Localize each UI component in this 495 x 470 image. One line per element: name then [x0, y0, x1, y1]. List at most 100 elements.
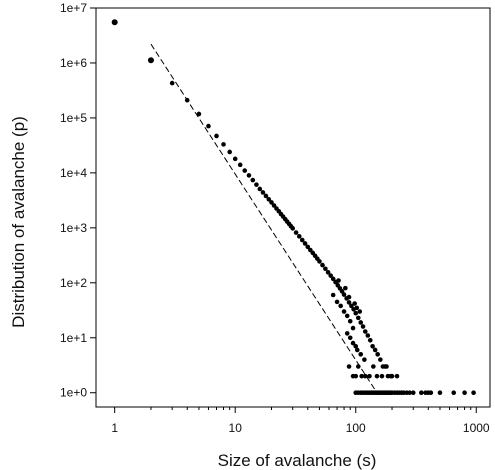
data-point — [336, 278, 341, 283]
data-point — [246, 173, 252, 178]
data-point — [362, 373, 368, 379]
data-point — [296, 234, 302, 239]
data-point — [365, 333, 371, 338]
data-point — [370, 343, 375, 349]
data-point — [371, 364, 376, 369]
data-point — [379, 373, 385, 379]
data-point — [410, 390, 416, 396]
data-point — [358, 320, 364, 325]
data-point — [320, 262, 325, 268]
data-point — [350, 325, 356, 331]
data-point — [378, 357, 383, 362]
y-tick-label: 1e+7 — [60, 1, 87, 15]
y-axis-title: Distribution of avalanche (p) — [9, 116, 28, 328]
data-point — [266, 197, 272, 202]
data-point — [359, 373, 364, 379]
data-point — [367, 337, 373, 343]
y-tick-label: 1e+6 — [60, 56, 87, 70]
data-point — [242, 168, 248, 173]
data-point — [334, 299, 340, 305]
data-point — [328, 273, 334, 278]
data-point — [111, 19, 118, 26]
data-point — [357, 309, 363, 314]
data-point — [375, 352, 380, 357]
data-point — [346, 364, 352, 369]
y-tick-label: 1e+5 — [60, 111, 87, 125]
data-point — [350, 340, 356, 346]
data-point — [347, 318, 353, 324]
y-tick-label: 1e+2 — [60, 276, 87, 290]
data-point — [323, 266, 328, 272]
data-point — [290, 226, 296, 231]
data-point — [260, 190, 266, 195]
data-point — [355, 315, 361, 321]
data-point — [355, 364, 361, 369]
data-point — [206, 123, 211, 129]
data-point — [462, 390, 467, 396]
data-point — [367, 373, 372, 379]
data-point — [354, 347, 360, 353]
x-tick-label: 1000 — [463, 421, 490, 435]
data-point — [353, 373, 359, 379]
y-tick-label: 1e+3 — [60, 221, 87, 235]
data-point — [254, 182, 259, 187]
data-point — [352, 301, 357, 306]
y-tick-label: 1e+4 — [60, 166, 87, 180]
data-point — [325, 270, 331, 275]
data-point — [362, 329, 368, 334]
data-point — [347, 335, 353, 341]
data-point — [269, 200, 274, 205]
x-tick-label: 100 — [346, 421, 366, 435]
data-point — [263, 193, 269, 199]
data-point — [250, 177, 256, 183]
data-point — [317, 259, 322, 264]
data-point — [232, 156, 238, 162]
data-point — [293, 230, 299, 235]
data-point — [257, 186, 263, 192]
power-law-fit-line — [150, 43, 378, 394]
data-point — [196, 111, 202, 117]
x-tick-label: 1 — [111, 421, 118, 435]
data-point — [428, 390, 434, 396]
data-point — [372, 347, 378, 353]
data-point — [374, 373, 380, 379]
data-point — [360, 324, 366, 329]
data-point — [358, 352, 364, 357]
data-point — [346, 300, 352, 305]
data-point — [343, 285, 348, 291]
data-point — [237, 162, 243, 168]
data-point — [394, 373, 400, 379]
data-point — [349, 303, 354, 309]
y-tick-label: 1e+0 — [60, 386, 87, 400]
data-point — [362, 357, 367, 362]
data-point — [299, 237, 305, 243]
data-point — [353, 310, 359, 316]
data-point — [389, 373, 395, 379]
data-point — [338, 303, 343, 309]
data-point — [302, 241, 308, 246]
data-point — [346, 294, 352, 300]
scatter-points — [111, 19, 476, 396]
y-tick-label: 1e+1 — [60, 331, 87, 345]
data-point — [330, 292, 336, 298]
data-point — [341, 292, 347, 297]
data-point — [184, 97, 190, 103]
data-point — [344, 331, 350, 336]
fit-line-layer — [150, 43, 378, 394]
data-point — [384, 364, 389, 369]
data-point — [471, 390, 476, 396]
x-axis-title: Size of avalanche (s) — [218, 451, 377, 470]
data-point — [344, 313, 350, 319]
data-point — [341, 309, 347, 314]
data-point — [147, 57, 154, 64]
x-tick-label: 10 — [229, 421, 243, 435]
data-point — [437, 390, 443, 396]
data-point — [214, 133, 219, 139]
data-point — [451, 390, 457, 396]
data-point — [221, 142, 226, 147]
data-point — [353, 343, 359, 349]
data-point — [407, 390, 412, 396]
data-point — [169, 80, 175, 86]
data-point — [419, 390, 424, 396]
